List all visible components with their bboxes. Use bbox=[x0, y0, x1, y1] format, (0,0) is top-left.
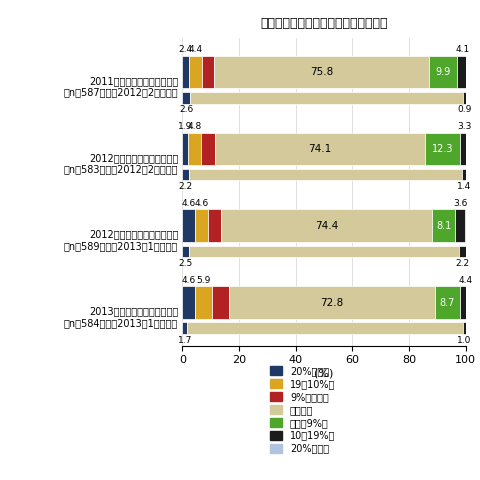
Bar bbox=[229, 286, 435, 319]
Text: 0.9: 0.9 bbox=[457, 105, 471, 114]
Text: 2.4: 2.4 bbox=[179, 45, 193, 54]
Bar bbox=[221, 209, 432, 242]
Text: 4.6: 4.6 bbox=[195, 199, 209, 208]
Text: 4.4: 4.4 bbox=[188, 45, 203, 54]
Bar bbox=[463, 92, 466, 104]
Text: 9.9: 9.9 bbox=[435, 67, 450, 77]
Bar bbox=[208, 209, 221, 242]
Text: 1.4: 1.4 bbox=[456, 182, 471, 191]
Text: 8.1: 8.1 bbox=[436, 221, 451, 231]
Text: 8.7: 8.7 bbox=[440, 298, 455, 308]
X-axis label: (%): (%) bbox=[314, 368, 334, 378]
Text: 1.9: 1.9 bbox=[178, 122, 192, 131]
Bar bbox=[432, 209, 455, 242]
Legend: 20%以上減, 19～10%減, 9%減～微減, 増減なし, 微増～9%増, 10～19%増, 20%以上増: 20%以上減, 19～10%減, 9%減～微減, 増減なし, 微増～9%増, 1… bbox=[266, 362, 339, 457]
Bar bbox=[435, 286, 460, 319]
Text: 75.8: 75.8 bbox=[310, 67, 333, 77]
Bar bbox=[212, 286, 229, 319]
Bar bbox=[457, 56, 468, 88]
Bar bbox=[460, 132, 469, 165]
Text: 4.6: 4.6 bbox=[182, 276, 196, 285]
Text: 3.6: 3.6 bbox=[453, 199, 468, 208]
Bar bbox=[460, 286, 472, 319]
Bar bbox=[425, 132, 460, 165]
Bar bbox=[202, 56, 214, 88]
Bar bbox=[459, 246, 466, 257]
Bar bbox=[463, 323, 466, 334]
Bar bbox=[182, 132, 188, 165]
Text: 74.1: 74.1 bbox=[308, 144, 332, 154]
Bar bbox=[182, 246, 190, 257]
Bar bbox=[190, 246, 459, 257]
Bar bbox=[214, 56, 429, 88]
Text: 4.4: 4.4 bbox=[459, 276, 473, 285]
Text: 5.9: 5.9 bbox=[197, 276, 211, 285]
Bar bbox=[182, 323, 187, 334]
Bar bbox=[455, 209, 465, 242]
Text: 2.2: 2.2 bbox=[179, 182, 192, 191]
Text: 4.8: 4.8 bbox=[188, 122, 202, 131]
Bar bbox=[182, 169, 189, 180]
Text: 2.5: 2.5 bbox=[179, 259, 193, 268]
Bar bbox=[182, 286, 195, 319]
Bar bbox=[182, 92, 190, 104]
Bar bbox=[189, 169, 462, 180]
Text: 4.6: 4.6 bbox=[182, 199, 196, 208]
Bar bbox=[182, 56, 189, 88]
Bar bbox=[462, 169, 466, 180]
Title: 情報セキュリティ関連投資の増減比較: 情報セキュリティ関連投資の増減比較 bbox=[260, 17, 388, 30]
Text: 12.3: 12.3 bbox=[432, 144, 453, 154]
Bar bbox=[182, 209, 195, 242]
Text: 2.6: 2.6 bbox=[179, 105, 193, 114]
Text: 2.2: 2.2 bbox=[456, 259, 469, 268]
Text: 3.3: 3.3 bbox=[457, 122, 471, 131]
Bar bbox=[190, 92, 463, 104]
Bar bbox=[429, 56, 457, 88]
Text: 1.0: 1.0 bbox=[457, 336, 471, 345]
Bar bbox=[195, 286, 212, 319]
Text: 72.8: 72.8 bbox=[320, 298, 344, 308]
Text: 1.7: 1.7 bbox=[178, 336, 192, 345]
Bar bbox=[202, 132, 215, 165]
Bar bbox=[189, 56, 202, 88]
Text: 74.4: 74.4 bbox=[315, 221, 338, 231]
Bar bbox=[188, 132, 202, 165]
Text: 4.1: 4.1 bbox=[456, 45, 470, 54]
Bar bbox=[195, 209, 208, 242]
Bar bbox=[187, 323, 463, 334]
Bar bbox=[215, 132, 425, 165]
